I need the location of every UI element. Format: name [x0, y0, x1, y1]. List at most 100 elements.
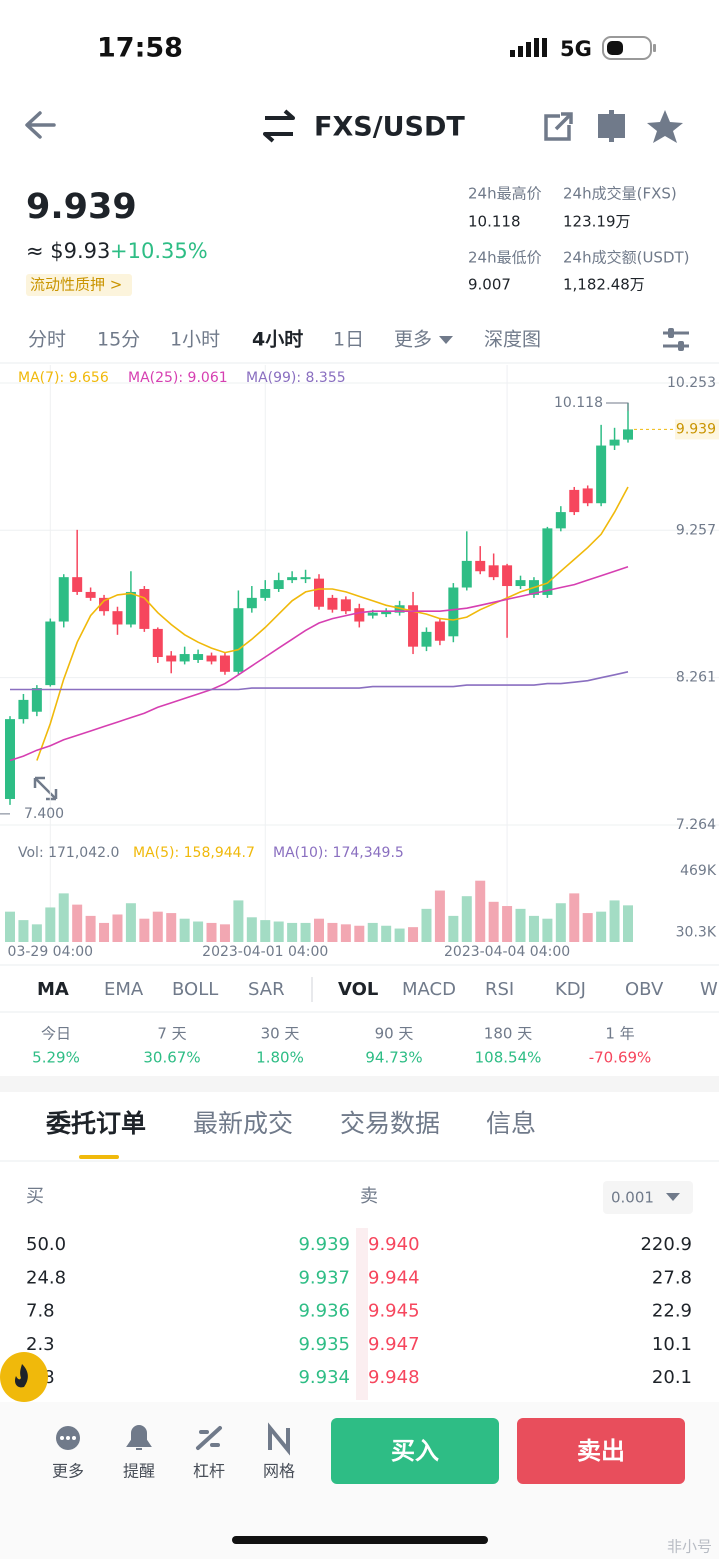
period-change: 94.73%	[365, 1049, 422, 1067]
interval-tab[interactable]: 分时	[28, 329, 66, 351]
legend-entry: MA(5): 158,944.7	[133, 845, 255, 861]
indicator-tab[interactable]: SAR	[248, 979, 285, 1000]
candle-body	[260, 588, 271, 598]
x-tick-label: 2023-04-01 04:00	[202, 944, 328, 960]
volume-bar	[206, 922, 217, 942]
volume-bar	[45, 907, 56, 942]
candle-body	[18, 699, 29, 720]
volume-bar	[596, 911, 607, 942]
flame-icon	[14, 1364, 28, 1388]
sell-button[interactable]	[517, 1418, 685, 1484]
ask-amount: 27.8	[652, 1267, 692, 1288]
ask-price: 9.947	[368, 1334, 420, 1355]
interval-tab[interactable]: 15分	[97, 329, 140, 351]
indicator-tab[interactable]: BOLL	[172, 979, 218, 1000]
interval-tab[interactable]: 深度图	[484, 329, 541, 351]
section-tab[interactable]: 交易数据	[340, 1109, 440, 1138]
buy-label[interactable]: 买入	[391, 1437, 439, 1465]
volume-bar	[58, 893, 69, 942]
battery-icon	[602, 36, 656, 60]
section-tab[interactable]: 委托订单	[45, 1109, 146, 1138]
section-tab[interactable]: 最新成交	[193, 1109, 293, 1138]
sell-header: 卖	[360, 1186, 378, 1207]
indicator-tab[interactable]: MACD	[402, 979, 456, 1000]
bid-price: 9.939	[298, 1234, 350, 1255]
fullscreen-button[interactable]	[33, 776, 58, 801]
nav-label[interactable]: 更多	[52, 1462, 84, 1481]
stat-label: 24h最高价	[468, 185, 542, 203]
volume-bar	[99, 922, 110, 942]
candle-body	[542, 528, 553, 595]
ask-price: 9.948	[368, 1367, 420, 1388]
indicator-tab[interactable]: W	[700, 979, 718, 1000]
bid-amount: 24.8	[26, 1267, 66, 1288]
candle-body	[448, 587, 459, 637]
share-button[interactable]	[544, 112, 573, 141]
candle-body	[502, 565, 513, 587]
last-price: 9.939	[26, 187, 137, 227]
precision-select[interactable]	[603, 1181, 693, 1214]
nav-label[interactable]: 提醒	[123, 1462, 155, 1481]
candle-body	[72, 577, 83, 592]
bid-amount: 50.0	[26, 1234, 66, 1255]
indicator-tab[interactable]: RSI	[485, 979, 514, 1000]
volume-bar	[408, 927, 419, 942]
volume-bar	[31, 924, 42, 942]
bid-price: 9.937	[298, 1267, 350, 1288]
x-tick-label: 03-29 04:00	[8, 944, 93, 960]
indicator-tab[interactable]: EMA	[104, 979, 144, 1000]
candle-body	[193, 654, 204, 660]
interval-tab[interactable]: 1日	[333, 329, 364, 351]
ask-amount: 20.1	[652, 1367, 692, 1388]
ma-line	[36, 486, 629, 761]
swap-icon[interactable]	[263, 109, 295, 143]
candle-body	[5, 719, 15, 799]
favorite-button[interactable]	[647, 110, 683, 143]
volume-bar	[112, 914, 123, 942]
indicator-tab[interactable]: OBV	[625, 979, 664, 1000]
settings-icon[interactable]	[663, 331, 689, 348]
interval-tab[interactable]: 1小时	[170, 329, 220, 351]
nav-label[interactable]: 网格	[263, 1462, 295, 1481]
section-tab[interactable]: 信息	[486, 1109, 536, 1138]
period-label: 1 年	[605, 1025, 634, 1043]
indicator-tab[interactable]: KDJ	[555, 979, 586, 1000]
watermark: 非小号	[667, 1538, 712, 1556]
candle-body	[623, 429, 633, 440]
network: 5G	[560, 37, 592, 61]
period-change: 5.29%	[32, 1049, 80, 1067]
nav-label[interactable]: 杠杆	[193, 1462, 225, 1481]
volume-bar	[623, 905, 633, 942]
volume-bar	[152, 911, 163, 942]
candle-body	[515, 580, 526, 587]
period-label: 30 天	[261, 1025, 300, 1043]
volume-bar	[367, 922, 378, 942]
bid-price: 9.936	[298, 1301, 350, 1322]
volume-bar	[528, 915, 539, 942]
stat-label: 24h成交额(USDT)	[563, 249, 690, 267]
alert-icon[interactable]	[126, 1425, 152, 1450]
stat-label: 24h最低价	[468, 249, 542, 267]
buy-button[interactable]	[331, 1418, 499, 1484]
volume-bar	[125, 903, 136, 942]
settings-knob	[668, 328, 674, 338]
sell-label[interactable]: 卖出	[577, 1437, 625, 1465]
volume-bar	[394, 928, 405, 942]
last-price-label: 9.939	[676, 421, 716, 437]
ask-price: 9.945	[368, 1301, 420, 1322]
volume-bar	[287, 922, 298, 942]
candle-body	[340, 599, 351, 612]
high-label: 10.118	[554, 395, 603, 411]
interval-tab[interactable]: 更多	[394, 329, 432, 351]
volume-title: Vol: 171,042.0	[18, 845, 119, 861]
interval-tab[interactable]: 4小时	[252, 329, 303, 351]
margin-icon[interactable]	[196, 1426, 222, 1450]
compare-button[interactable]	[598, 110, 625, 142]
indicator-tab[interactable]: VOL	[338, 979, 378, 1000]
candle-body	[582, 488, 593, 504]
grid-icon[interactable]	[268, 1422, 290, 1456]
pair-title: FXS/USDT	[314, 112, 465, 143]
legend-entry: MA(7): 9.656	[18, 370, 109, 386]
indicator-tab[interactable]: MA	[37, 979, 69, 1000]
back-button[interactable]	[25, 111, 56, 139]
